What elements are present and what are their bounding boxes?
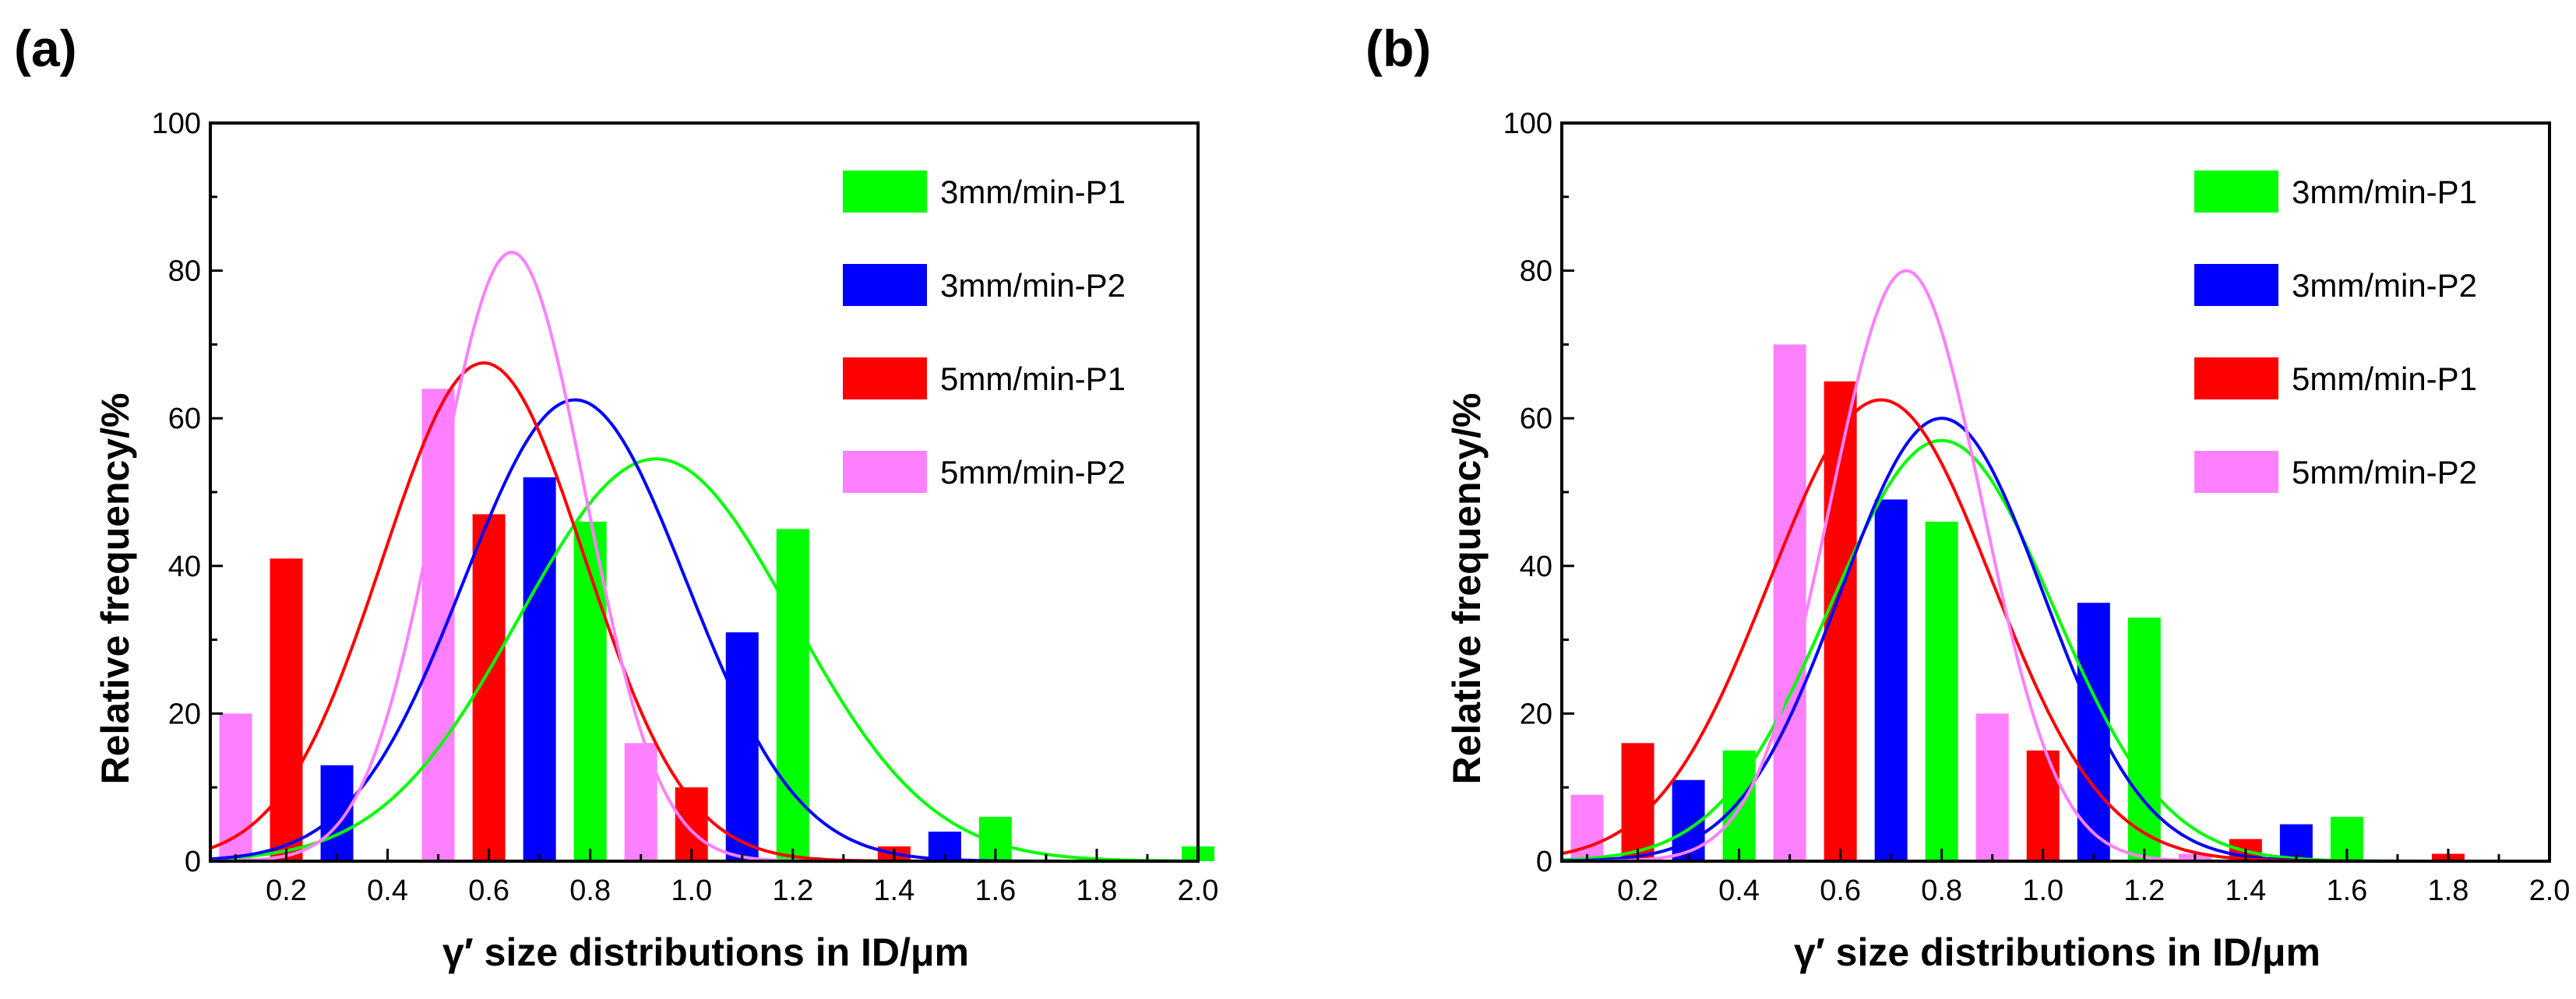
legend-swatch-5mm/min-P1 [843,357,927,399]
legend-swatch-5mm/min-P1 [2194,357,2278,399]
bar-5mm/min-P1-0.2 [270,558,303,861]
bar-5mm/min-P2-0.1 [219,713,252,861]
bar-5mm/min-P1-0.2 [1621,743,1654,861]
x-tick-label: 1.8 [2428,874,2469,907]
y-tick-label: 100 [152,107,201,140]
x-tick-label: 2.0 [1178,874,1219,907]
y-tick-label: 20 [1520,698,1552,730]
y-tick-label: 60 [1520,403,1552,435]
legend-label: 3mm/min-P1 [2292,174,2477,210]
y-tick-label: 100 [1503,107,1552,140]
x-tick-label: 1.0 [2022,874,2063,907]
chart-panel-a: (a) Relative frequency/% γ′ size distrib… [14,19,1218,974]
axes-frame [209,121,1200,863]
chart-panel-b: (b) Relative frequency/% γ′ size distrib… [1366,19,2570,974]
bar-3mm/min-P2-0.7 [1874,499,1908,861]
y-axis-title: Relative frequency/% [1445,393,1489,785]
panel-label-a: (a) [14,19,77,77]
x-tick-label: 1.4 [873,874,914,907]
y-tick-label: 0 [185,846,201,878]
bar-3mm/min-P1-0.8 [1925,521,1958,861]
fit-curve-5mm/min-P2 [210,251,1198,863]
x-tick-label: 0.6 [468,874,509,907]
y-tick-label: 80 [1520,255,1552,288]
x-tick-label: 1.6 [2326,874,2367,907]
legend-swatch-3mm/min-P2 [2194,264,2278,306]
legend-label: 5mm/min-P2 [2292,454,2477,491]
x-tick-label: 0.6 [1820,874,1861,907]
plot-area: 0.2 0.4 0.6 0.8 1.0 1.2 1.4 1.6 1.8 2.0 0 20 40 60 80 1… [152,107,1219,907]
legend-swatch-3mm/min-P2 [843,264,927,306]
bar-3mm/min-P2-1.1 [725,632,759,861]
legend-label: 3mm/min-P2 [940,267,1126,304]
x-tick-label: 0.8 [1921,874,1962,907]
bar-5mm/min-P1-1 [2026,750,2060,861]
legend-swatch-3mm/min-P1 [2194,171,2278,213]
y-tick-label: 20 [168,698,201,730]
x-tick-label: 1.2 [772,874,813,907]
bar-3mm/min-P1-1.2 [776,529,809,861]
x-tick-label: 0.2 [266,874,307,907]
y-axis-title: Relative frequency/% [93,393,137,785]
x-tick-label: 0.4 [1718,874,1760,907]
x-axis-title: γ′ size distributions in ID/μm [1794,930,2321,974]
y-tick-label: 80 [168,255,201,288]
fit-curve-5mm/min-P1 [210,361,1198,863]
x-tick-label: 1.6 [974,874,1016,907]
fit-curve-3mm/min-P1 [210,457,1198,863]
bar-5mm/min-P2-0.9 [1975,713,2009,861]
panel-label-b: (b) [1366,19,1431,77]
x-axis-title: γ′ size distributions in ID/μm [442,930,969,974]
bar-5mm/min-P2-0.5 [1773,344,1806,861]
legend-label: 3mm/min-P2 [2292,267,2477,304]
bar-3mm/min-P1-1.2 [2127,617,2161,861]
legend-label: 5mm/min-P1 [940,361,1126,397]
legend-swatch-5mm/min-P2 [843,451,927,493]
y-tick-label: 40 [168,551,201,583]
x-tick-label: 1.2 [2123,874,2165,907]
x-tick-label: 1.0 [671,874,712,907]
y-tick-label: 60 [168,403,201,435]
x-tick-label: 1.4 [2225,874,2266,907]
x-tick-label: 1.8 [1077,874,1118,907]
legend-swatch-3mm/min-P1 [843,171,927,213]
fit-curve-5mm/min-P2 [1562,269,2550,863]
y-tick-label: 0 [1536,846,1552,878]
plot-area: 0.2 0.4 0.6 0.8 1.0 1.2 1.4 1.6 1.8 2.0 0 20 40 60 80 1… [1503,107,2571,907]
y-tick-label: 40 [1520,551,1552,583]
x-tick-label: 0.4 [367,874,408,907]
legend-label: 3mm/min-P1 [940,174,1126,210]
x-tick-label: 0.8 [569,874,611,907]
legend-label: 5mm/min-P2 [940,454,1126,491]
legend-label: 5mm/min-P1 [2292,361,2477,397]
legend-swatch-5mm/min-P2 [2194,451,2278,493]
bar-3mm/min-P2-1.1 [2077,603,2110,861]
bar-3mm/min-P2-0.7 [523,477,556,861]
x-tick-label: 0.2 [1617,874,1658,907]
bar-5mm/min-P2-0.5 [421,389,455,861]
x-tick-label: 2.0 [2529,874,2571,907]
